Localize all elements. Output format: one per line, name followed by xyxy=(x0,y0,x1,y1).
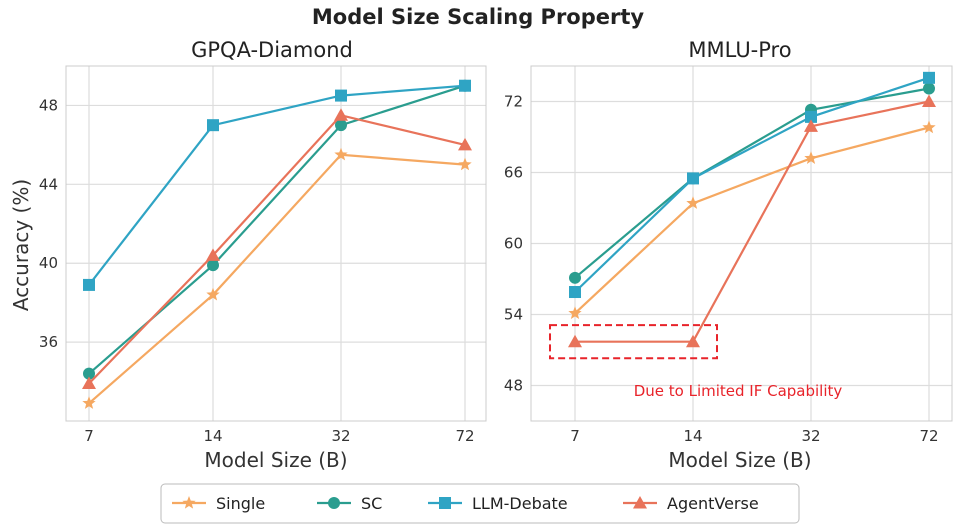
data-point-agentverse xyxy=(334,108,348,121)
data-point-agentverse xyxy=(206,248,220,261)
data-point-single xyxy=(206,287,220,301)
legend-label-agentverse: AgentVerse xyxy=(667,494,759,513)
annotation-highlight-box xyxy=(549,324,718,360)
data-point-single xyxy=(686,196,700,209)
x-tick-label: 14 xyxy=(203,427,222,445)
data-point-agentverse xyxy=(804,119,818,132)
y-tick-label: 54 xyxy=(504,306,523,324)
series-single xyxy=(82,147,472,409)
series-line-single xyxy=(574,126,930,315)
data-point-sc xyxy=(335,119,347,132)
data-point-sc xyxy=(83,367,95,380)
panel-mmlu-pro: MMLU-Pro Model Size (B) 48 54 60 66 72 7 14 32 7… xyxy=(504,38,953,472)
series-llm-debate xyxy=(569,71,935,299)
legend-marker-llm-debate xyxy=(439,497,451,509)
x-tick-label: 32 xyxy=(801,427,820,445)
series-line-llm-debate xyxy=(574,76,930,293)
data-point-llm-debate xyxy=(83,278,95,291)
chart-title-gpqa: GPQA-Diamond xyxy=(191,38,353,62)
y-tick-label: 48 xyxy=(504,377,523,395)
data-point-agentverse xyxy=(568,334,582,348)
data-point-agentverse xyxy=(458,137,472,151)
legend-label-sc: SC xyxy=(361,494,382,513)
data-point-llm-debate xyxy=(459,79,471,92)
legend-item-single: Single xyxy=(172,494,265,513)
y-tick-label: 40 xyxy=(39,254,58,272)
data-point-single xyxy=(922,120,936,134)
y-tick-label: 48 xyxy=(39,96,58,114)
data-point-llm-debate xyxy=(569,286,581,299)
legend-frame xyxy=(160,483,800,524)
series-line-agentverse xyxy=(575,100,930,343)
series-single xyxy=(568,120,936,319)
data-point-sc xyxy=(923,82,935,95)
x-tick-label: 14 xyxy=(683,427,702,445)
series-line-llm-debate xyxy=(88,84,466,286)
y-tick-label: 44 xyxy=(39,175,58,193)
legend-item-agentverse: AgentVerse xyxy=(623,494,759,513)
x-axis-label-mmlu: Model Size (B) xyxy=(668,448,811,472)
data-point-single xyxy=(82,396,96,409)
series-line-agentverse xyxy=(88,114,466,385)
series-agentverse xyxy=(82,108,472,390)
legend-label-single: Single xyxy=(216,494,265,513)
legend-marker-single xyxy=(182,496,196,509)
data-point-agentverse xyxy=(82,376,96,390)
series-agentverse xyxy=(568,94,936,348)
data-point-llm-debate xyxy=(923,71,935,84)
panel-gpqa-diamond: GPQA-Diamond Model Size (B) Accuracy (%)… xyxy=(9,38,487,472)
legend-label-llm-debate: LLM-Debate xyxy=(472,494,568,513)
series-line-sc xyxy=(574,87,930,279)
annotation: Due to Limited IF Capability xyxy=(549,324,843,400)
y-axis-label: Accuracy (%) xyxy=(9,179,33,311)
y-tick-label: 66 xyxy=(504,164,523,182)
data-point-agentverse xyxy=(922,94,936,107)
data-point-agentverse xyxy=(686,334,700,348)
data-point-single xyxy=(458,157,472,171)
plot-frame-gpqa xyxy=(65,65,487,422)
x-tick-label: 72 xyxy=(919,427,938,445)
y-tick-label: 72 xyxy=(504,93,523,111)
legend-marker-agentverse xyxy=(633,496,647,509)
x-tick-label: 7 xyxy=(84,427,94,445)
data-point-llm-debate xyxy=(687,172,699,185)
data-point-single xyxy=(804,151,818,164)
data-point-llm-debate xyxy=(335,89,347,102)
data-point-single xyxy=(568,306,582,319)
chart-title-mmlu: MMLU-Pro xyxy=(688,38,791,62)
data-point-sc xyxy=(569,271,581,284)
plot-frame-mmlu xyxy=(530,65,953,422)
series-line-single xyxy=(88,153,466,405)
legend-marker-sc xyxy=(328,497,340,509)
series-line-sc xyxy=(88,84,466,375)
series-sc xyxy=(83,79,471,380)
x-tick-label: 32 xyxy=(331,427,350,445)
legend: Single SC LLM-Debate AgentVerse xyxy=(160,483,800,524)
legend-item-llm-debate: LLM-Debate xyxy=(428,494,568,513)
legend-item-sc: SC xyxy=(317,494,382,513)
x-axis-label-gpqa: Model Size (B) xyxy=(204,448,347,472)
grid-mmlu xyxy=(531,66,952,421)
data-point-sc xyxy=(207,259,219,272)
annotation-text: Due to Limited IF Capability xyxy=(634,382,843,400)
figure-title: Model Size Scaling Property xyxy=(312,5,644,29)
data-point-single xyxy=(334,147,348,161)
y-tick-label: 36 xyxy=(39,333,58,351)
data-point-llm-debate xyxy=(805,110,817,123)
series-llm-debate xyxy=(83,79,471,291)
data-point-llm-debate xyxy=(207,119,219,132)
x-tick-label: 72 xyxy=(455,427,474,445)
x-tick-label: 7 xyxy=(570,427,580,445)
y-tick-label: 60 xyxy=(504,235,523,253)
